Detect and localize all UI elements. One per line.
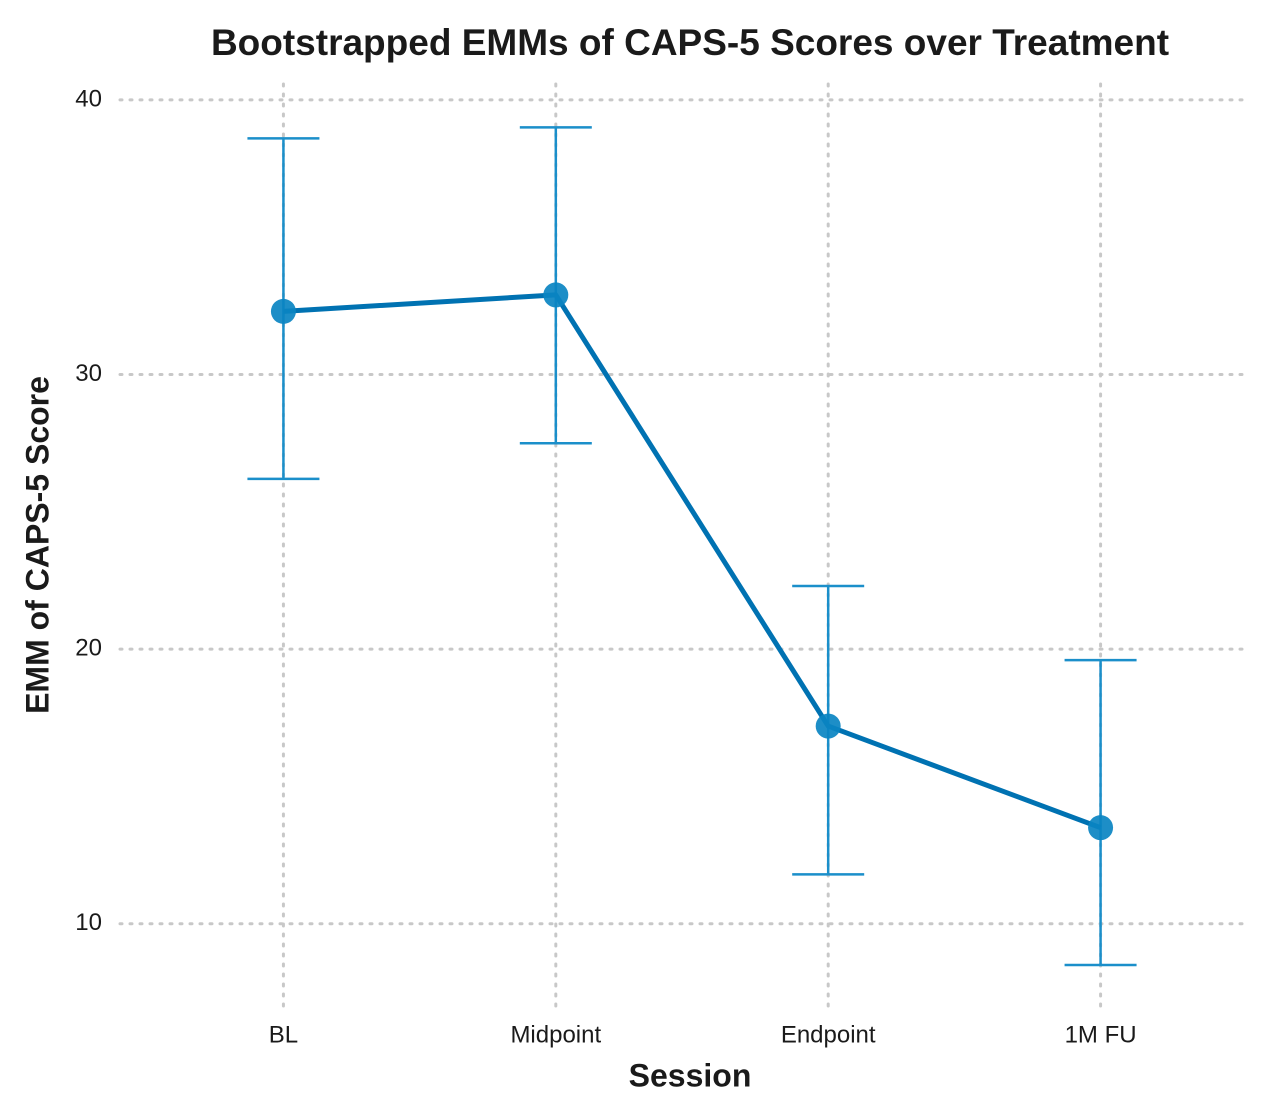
y-tick-label: 10 <box>75 909 102 936</box>
y-tick-label: 40 <box>75 85 102 112</box>
x-tick-label: Endpoint <box>781 1021 876 1048</box>
point <box>815 713 841 739</box>
y-tick-label: 20 <box>75 635 102 662</box>
x-tick-label: BL <box>269 1021 298 1048</box>
y-tick-label: 30 <box>75 360 102 387</box>
y-axis-title: EMM of CAPS-5 Score <box>19 376 55 714</box>
point <box>1088 815 1114 841</box>
x-tick-label: 1M FU <box>1065 1021 1137 1048</box>
point <box>270 298 296 324</box>
point <box>543 282 569 308</box>
x-tick-label: Midpoint <box>510 1021 601 1048</box>
error-bar <box>1064 658 1137 967</box>
chart-title: Bootstrapped EMMs of CAPS-5 Scores over … <box>211 22 1169 63</box>
line <box>283 292 1102 831</box>
x-axis-title: Session <box>629 1057 752 1093</box>
